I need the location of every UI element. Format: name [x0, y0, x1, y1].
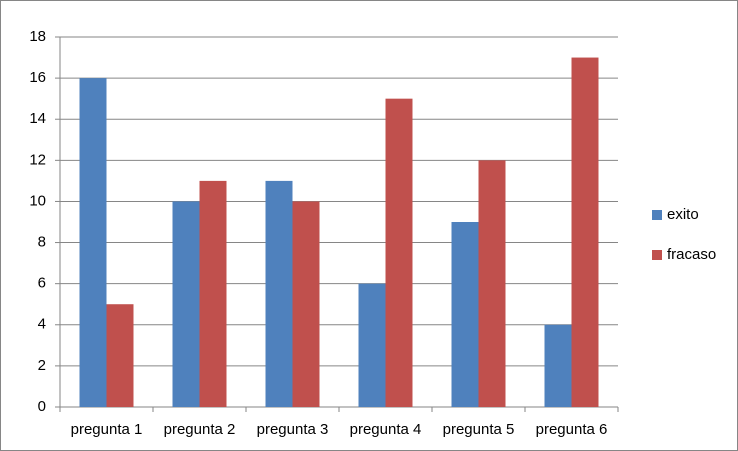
x-tick-label: pregunta 1 — [71, 421, 143, 438]
legend-swatch — [652, 250, 662, 260]
bar — [385, 98, 413, 408]
bar — [451, 222, 479, 407]
bar — [478, 160, 506, 407]
y-tick-label: 10 — [29, 192, 46, 209]
y-tick-label: 14 — [29, 110, 46, 127]
bar — [172, 201, 200, 407]
y-tick-label: 4 — [38, 316, 46, 333]
bar — [199, 180, 227, 407]
y-tick-label: 12 — [29, 151, 46, 168]
legend-label: fracaso — [667, 246, 716, 263]
x-tick-label: pregunta 6 — [536, 421, 608, 438]
bar — [292, 201, 320, 407]
legend-swatch — [652, 210, 662, 220]
x-tick-label: pregunta 3 — [257, 421, 329, 438]
x-tick-label: pregunta 2 — [164, 421, 236, 438]
bar — [358, 283, 386, 407]
bar — [79, 78, 107, 407]
x-tick-label: pregunta 5 — [443, 421, 515, 438]
bar — [544, 324, 572, 407]
x-tick-label: pregunta 4 — [350, 421, 422, 438]
y-tick-label: 18 — [29, 28, 46, 45]
bar — [571, 57, 599, 408]
y-tick-label: 2 — [38, 357, 46, 374]
bar — [106, 304, 134, 407]
bar — [265, 180, 293, 407]
y-tick-label: 8 — [38, 234, 46, 251]
legend-label: exito — [667, 206, 699, 223]
y-tick-label: 0 — [38, 398, 46, 415]
y-tick-label: 16 — [29, 69, 46, 86]
y-tick-label: 6 — [38, 275, 46, 292]
